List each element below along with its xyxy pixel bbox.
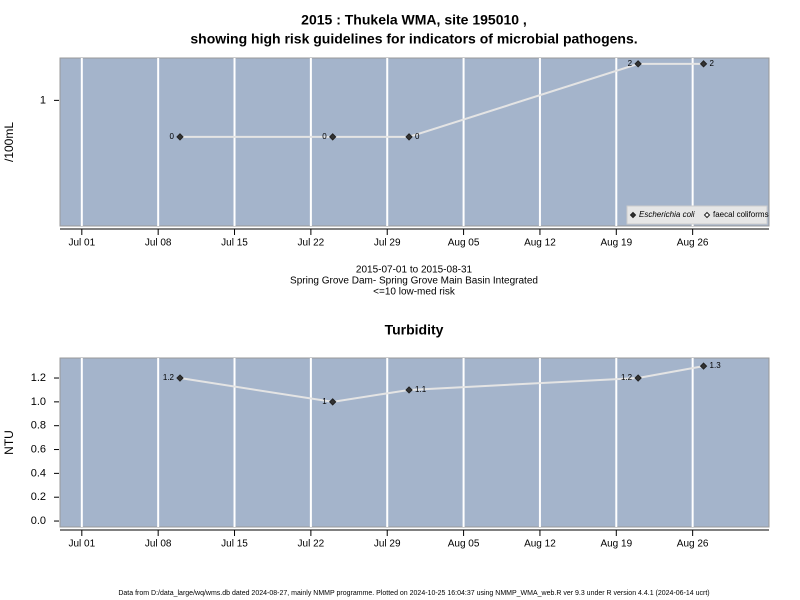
x-tick-label: Jul 22 xyxy=(298,238,325,249)
x-tick-label: Aug 05 xyxy=(448,539,480,550)
point xyxy=(176,374,184,382)
x-tick-label: Jul 15 xyxy=(221,539,248,550)
x-tick-label: Aug 26 xyxy=(677,539,709,550)
caption: 2015-07-01 to 2015-08-31 xyxy=(356,265,473,276)
y-tick-label: 0.0 xyxy=(31,515,46,527)
point xyxy=(405,386,413,394)
data-label: 0 xyxy=(170,132,175,141)
legend-label: Escherichia coli xyxy=(639,210,695,219)
legend-label: faecal coliforms xyxy=(713,210,769,219)
chart-title: 2015 : Thukela WMA, site 195010 , xyxy=(301,12,527,28)
data-label: 1 xyxy=(322,397,327,406)
x-tick-label: Jul 29 xyxy=(374,539,401,550)
y-axis-label: /100mL xyxy=(2,122,16,162)
point xyxy=(699,60,708,68)
data-label: 2 xyxy=(628,59,633,68)
y-tick-label: 1 xyxy=(40,94,46,106)
legend-box xyxy=(626,205,768,225)
point xyxy=(328,133,337,141)
data-label: 1.2 xyxy=(621,373,633,382)
chart-title: Turbidity xyxy=(385,322,444,338)
x-tick-label: Jul 08 xyxy=(145,238,172,249)
caption: <=10 low-med risk xyxy=(373,287,456,298)
point xyxy=(634,374,642,382)
x-tick-label: Jul 22 xyxy=(298,539,325,550)
x-tick-label: Aug 05 xyxy=(448,238,480,249)
point xyxy=(699,362,708,370)
point xyxy=(405,133,413,141)
x-tick-label: Jul 08 xyxy=(145,539,172,550)
legend-marker xyxy=(629,211,637,219)
y-tick-label: 1.0 xyxy=(31,396,46,408)
y-tick-label: 0.4 xyxy=(31,467,46,479)
data-label: 1.2 xyxy=(163,373,175,382)
plot-background xyxy=(59,57,770,227)
x-tick-label: Aug 19 xyxy=(600,238,632,249)
point xyxy=(328,398,337,406)
point xyxy=(176,133,184,141)
y-tick-label: 0.2 xyxy=(31,491,46,503)
data-label: 1.3 xyxy=(710,361,722,370)
x-tick-label: Aug 19 xyxy=(600,539,632,550)
x-tick-label: Jul 15 xyxy=(221,238,248,249)
point xyxy=(634,60,642,68)
y-axis-label: NTU xyxy=(2,430,16,455)
legend-marker xyxy=(703,211,711,219)
x-tick-label: Aug 12 xyxy=(524,238,556,249)
x-tick-label: Jul 29 xyxy=(374,238,401,249)
x-tick-label: Aug 26 xyxy=(677,238,709,249)
plot-background xyxy=(59,357,770,528)
y-tick-label: 0.8 xyxy=(31,420,46,432)
data-label: 0 xyxy=(322,132,327,141)
x-tick-label: Aug 12 xyxy=(524,539,556,550)
data-label: 0 xyxy=(415,132,420,141)
caption: Spring Grove Dam- Spring Grove Main Basi… xyxy=(290,276,538,287)
chart-title: showing high risk guidelines for indicat… xyxy=(190,31,637,47)
x-tick-label: Jul 01 xyxy=(68,539,95,550)
y-tick-label: 0.6 xyxy=(31,443,46,455)
y-tick-label: 1.2 xyxy=(31,372,46,384)
data-label: 1.1 xyxy=(415,385,427,394)
data-label: 2 xyxy=(710,59,715,68)
x-tick-label: Jul 01 xyxy=(68,238,95,249)
footer: Data from D:/data_large/wq/wms.db dated … xyxy=(118,590,709,597)
